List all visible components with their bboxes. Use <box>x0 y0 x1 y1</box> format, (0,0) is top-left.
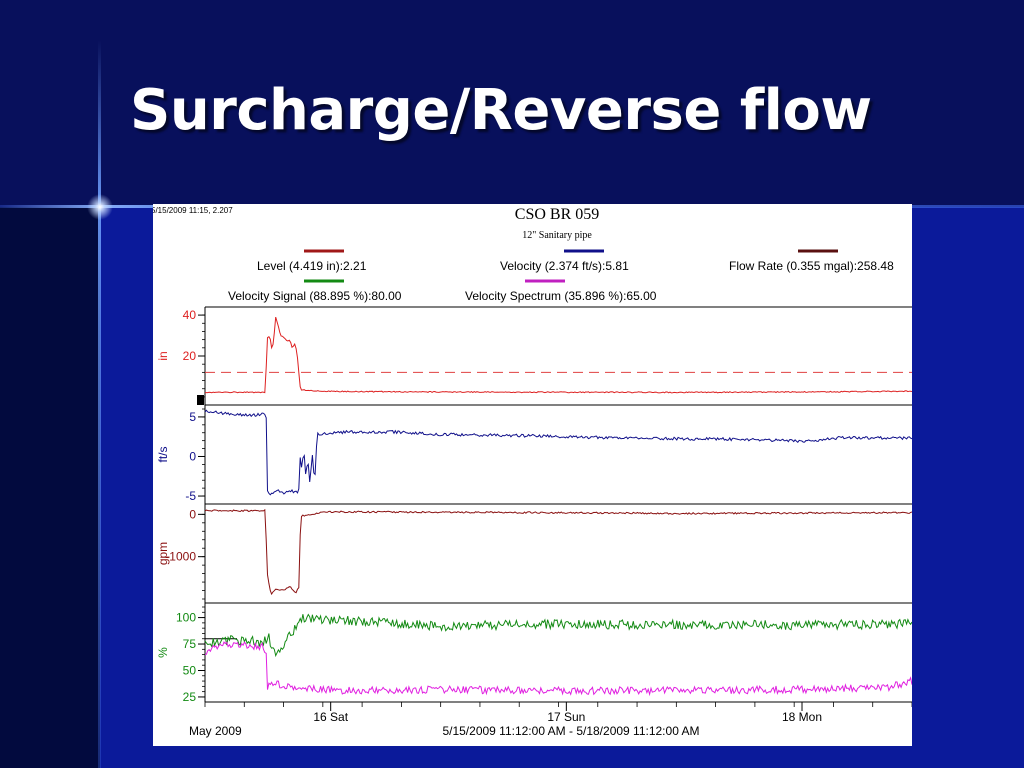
panel-velocity: -5 0 5 ft/s <box>156 404 912 504</box>
y-axis-label-level: in <box>156 351 170 360</box>
series-line-velocity <box>204 409 912 496</box>
legend-label-velocity: Velocity (2.374 ft/s):5.81 <box>500 259 629 273</box>
series-line-velocity_signal <box>204 613 912 658</box>
panel-level: 20 40 in <box>156 306 912 405</box>
legend-swatch-velocity <box>564 249 604 253</box>
y-tick-label-velocity: -5 <box>185 489 196 503</box>
chart-title: CSO BR 059 <box>515 206 599 223</box>
x-axis: 16 Sat 17 Sun 18 Mon <box>204 702 912 724</box>
y-axis-label-flow_rate: gpm <box>156 542 170 565</box>
y-tick-label-percent: 25 <box>183 690 197 704</box>
series-line-level <box>204 316 912 394</box>
cursor-readout: 5/15/2009 11:15, 2.207 <box>153 206 233 215</box>
y-tick-label-velocity: 5 <box>189 410 196 424</box>
chart-svg: 5/15/2009 11:15, 2.207 CSO BR 059 12" Sa… <box>153 206 912 738</box>
y-tick-label-level: 40 <box>183 308 197 322</box>
legend-swatch-velocity_signal <box>304 279 344 283</box>
legend-swatch-flow_rate <box>798 249 838 253</box>
x-tick-label: 18 Mon <box>782 710 822 724</box>
y-tick-label-flow_rate: -1000 <box>165 550 196 564</box>
y-axis-label-percent: % <box>156 647 170 658</box>
x-axis-month-label: May 2009 <box>189 724 242 738</box>
panel-flow_rate: -1000 0 gpm <box>156 503 912 603</box>
slide-left-margin <box>0 207 100 768</box>
chart-panels: 20 40 in -5 0 5 ft/s -1000 0 gpm 25 50 75 100% <box>156 306 912 704</box>
x-tick-label: 16 Sat <box>313 710 348 724</box>
y-tick-label-percent: 100 <box>176 611 196 625</box>
legend-swatch-velocity_spectrum <box>525 279 565 283</box>
legend-label-flow_rate: Flow Rate (0.355 mgal):258.48 <box>729 259 894 273</box>
y-tick-label-percent: 50 <box>183 663 197 677</box>
slide-header-band <box>0 0 1024 207</box>
chart-subtitle: 12" Sanitary pipe <box>522 230 592 241</box>
x-tick-label: 17 Sun <box>547 710 585 724</box>
cursor-marker <box>197 395 204 405</box>
decorative-vertical-line <box>98 40 101 768</box>
y-tick-label-velocity: 0 <box>189 449 196 463</box>
legend-label-level: Level (4.419 in):2.21 <box>257 259 367 273</box>
y-axis-label-velocity: ft/s <box>156 446 170 462</box>
slide-title: Surcharge/Reverse flow <box>130 78 872 143</box>
sparkle-icon <box>87 194 113 220</box>
legend-label-velocity_signal: Velocity Signal (88.895 %):80.00 <box>228 289 402 303</box>
panel-percent: 25 50 75 100% <box>156 602 912 704</box>
series-line-velocity_spectrum <box>204 641 912 697</box>
y-tick-label-flow_rate: 0 <box>189 507 196 521</box>
y-tick-label-level: 20 <box>183 349 197 363</box>
chart-panel: 5/15/2009 11:15, 2.207 CSO BR 059 12" Sa… <box>153 204 912 746</box>
legend-label-velocity_spectrum: Velocity Spectrum (35.896 %):65.00 <box>465 289 657 303</box>
y-tick-label-percent: 75 <box>183 637 197 651</box>
legend-swatch-level <box>304 249 344 253</box>
series-line-flow_rate <box>204 508 912 596</box>
chart-legend: Level (4.419 in):2.21 Velocity (2.374 ft/… <box>228 249 894 303</box>
x-axis-range-label: 5/15/2009 11:12:00 AM - 5/18/2009 11:12:… <box>442 724 699 738</box>
